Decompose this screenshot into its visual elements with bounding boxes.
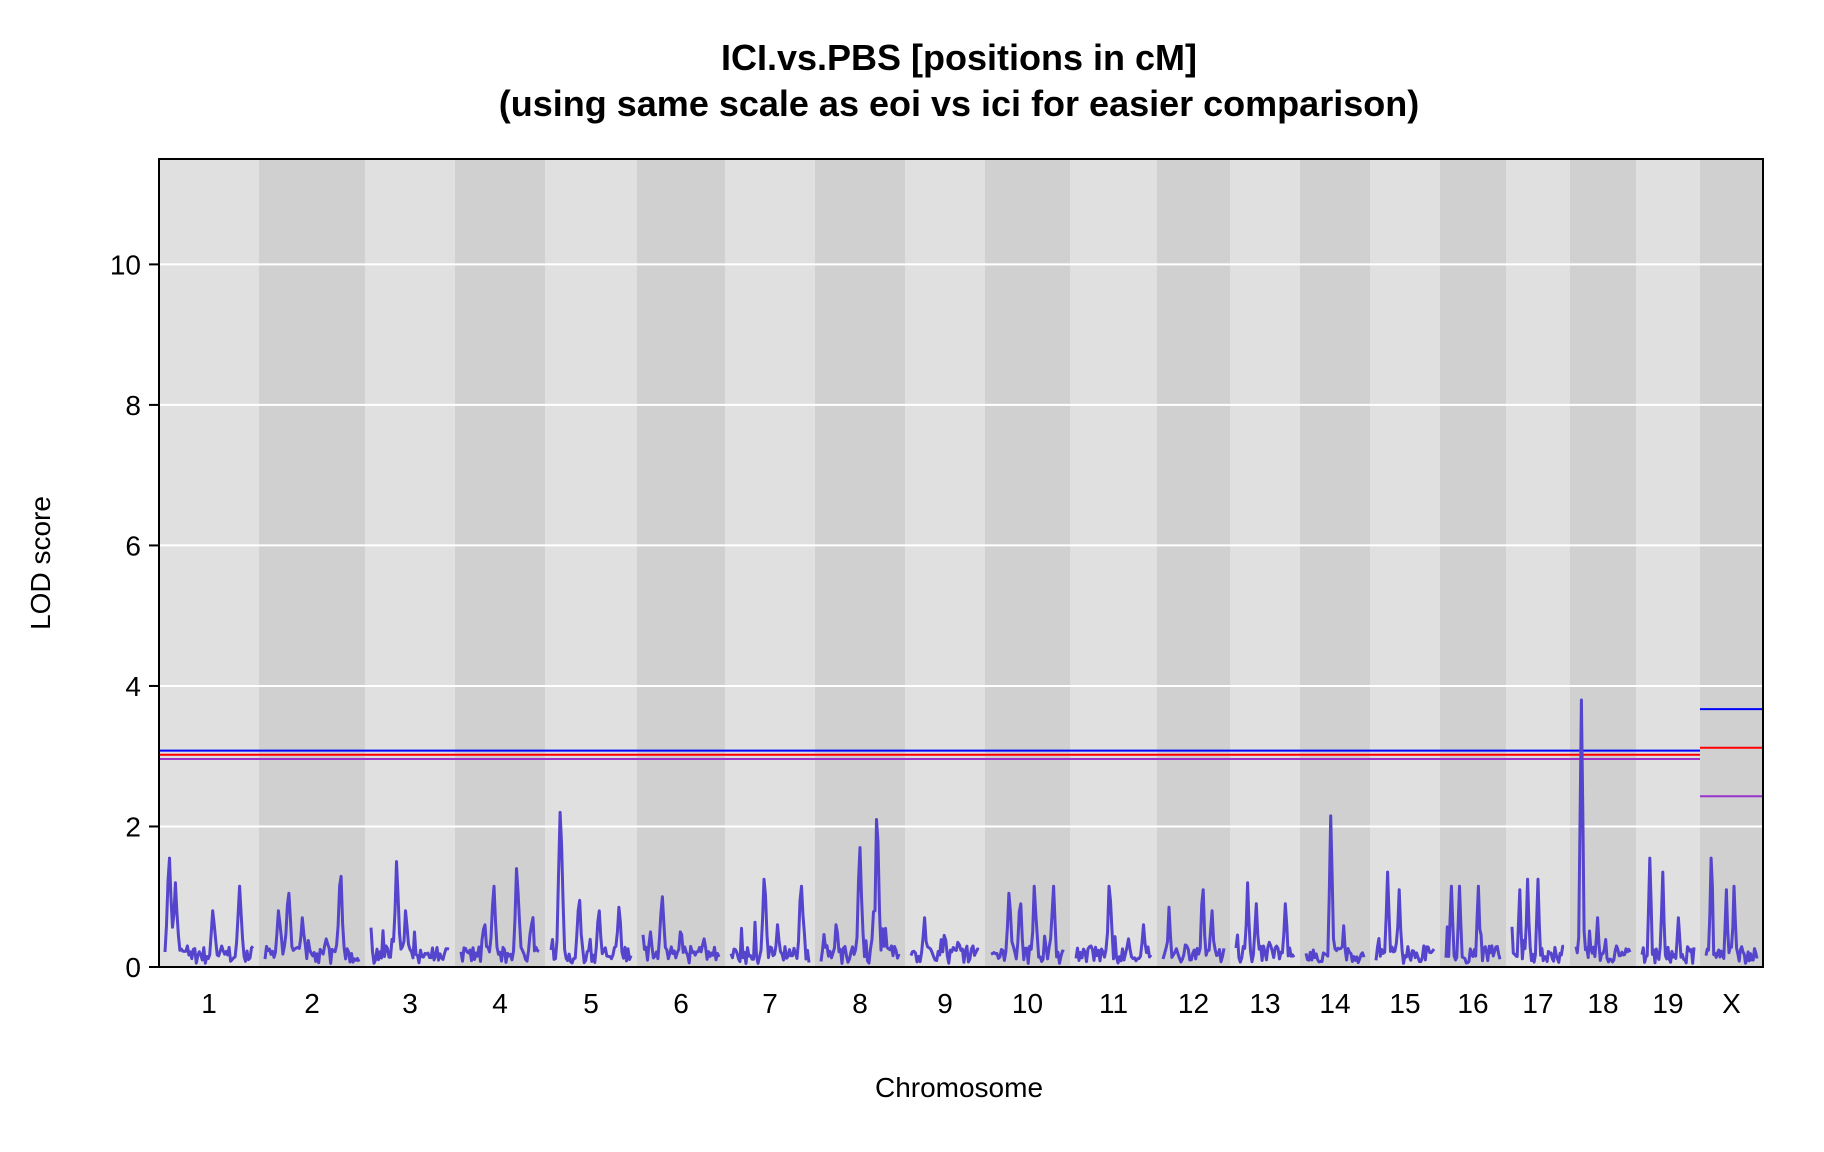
lod-curve [163, 698, 1759, 965]
chromosome-band-16 [1440, 159, 1506, 967]
chromosome-band-11 [1070, 159, 1157, 967]
lod-series-chr-16 [1444, 884, 1502, 965]
x-tick-label-X: X [1722, 988, 1741, 1019]
x-tick-label-1: 1 [201, 988, 217, 1019]
chart-title-line1: ICI.vs.PBS [positions in cM] [721, 37, 1197, 78]
x-axis-label: Chromosome [875, 1072, 1043, 1103]
y-axis-label: LOD score [25, 496, 56, 630]
lod-series-chr-8 [819, 818, 901, 965]
chart-title-line2: (using same scale as eoi vs ici for easi… [499, 83, 1419, 124]
lod-series-chr-2 [263, 874, 361, 965]
chromosome-band-19 [1636, 159, 1700, 967]
x-tick-label-5: 5 [583, 988, 599, 1019]
chromosome-band-9 [905, 159, 985, 967]
x-tick-label-16: 16 [1457, 988, 1488, 1019]
lod-series-chr-10 [990, 884, 1065, 965]
x-tick-label-11: 11 [1099, 988, 1128, 1019]
x-tick-label-4: 4 [492, 988, 508, 1019]
chromosome-band-1 [159, 159, 259, 967]
x-tick-label-15: 15 [1389, 988, 1420, 1019]
y-tick-label: 6 [125, 530, 141, 561]
lod-series-chr-9 [909, 916, 980, 965]
lod-series-chr-17 [1510, 877, 1565, 964]
x-tick-label-10: 10 [1012, 988, 1043, 1019]
plot-frame [158, 158, 1764, 968]
x-axis-ticks: 1 2 3 4 5 6 7 8 9 10 11 12 13 14 15 16 17 18 19 X [201, 988, 1741, 1019]
lod-series-chr-6 [641, 895, 721, 965]
chromosome-band-X [1700, 159, 1763, 967]
lod-series-chr-12 [1161, 888, 1226, 964]
chromosome-band-4 [455, 159, 545, 967]
x-tick-label-9: 9 [937, 988, 953, 1019]
x-tick-label-8: 8 [852, 988, 868, 1019]
lod-series-chr-13 [1234, 881, 1296, 964]
x-tick-label-3: 3 [402, 988, 418, 1019]
x-tick-label-19: 19 [1652, 988, 1683, 1019]
chromosome-band-2 [259, 159, 365, 967]
x-tick-label-12: 12 [1178, 988, 1209, 1019]
chromosome-band-8 [815, 159, 905, 967]
lod-series-chr-4 [459, 867, 540, 964]
threshold-lines [159, 708, 1763, 798]
chromosome-band-3 [365, 159, 455, 967]
y-tick-label: 8 [125, 390, 141, 421]
x-tick-label-2: 2 [304, 988, 320, 1019]
chromosome-bands [159, 159, 1763, 967]
y-tick-label: 4 [125, 671, 141, 702]
chromosome-band-14 [1300, 159, 1370, 967]
lod-series-chr-18 [1574, 698, 1632, 964]
x-tick-label-17: 17 [1522, 988, 1553, 1019]
chromosome-band-7 [725, 159, 815, 967]
lod-series-chr-19 [1640, 856, 1696, 965]
lod-series-chr-5 [549, 810, 633, 965]
y-tick-label: 10 [110, 249, 141, 280]
x-tick-label-14: 14 [1319, 988, 1350, 1019]
chromosome-band-10 [985, 159, 1070, 967]
chromosome-band-15 [1370, 159, 1440, 967]
lod-series-chr-11 [1074, 884, 1153, 965]
x-tick-label-6: 6 [673, 988, 689, 1019]
chromosome-band-6 [637, 159, 725, 967]
y-axis-ticks: 0 2 4 6 8 10 [110, 249, 159, 983]
lod-series-chr-1 [163, 856, 255, 965]
lod-series-chr-15 [1374, 870, 1436, 965]
chromosome-band-12 [1157, 159, 1230, 967]
x-tick-label-13: 13 [1249, 988, 1280, 1019]
x-tick-label-7: 7 [762, 988, 778, 1019]
lod-series-chr-3 [369, 860, 450, 965]
chromosome-band-17 [1506, 159, 1570, 967]
chromosome-band-13 [1230, 159, 1300, 967]
y-tick-label: 2 [125, 811, 141, 842]
lod-series-chr-7 [729, 877, 811, 965]
y-tick-label: 0 [125, 952, 141, 983]
lod-series-chr-14 [1304, 814, 1366, 965]
x-tick-label-18: 18 [1587, 988, 1618, 1019]
lod-series-chr-X [1704, 856, 1759, 965]
